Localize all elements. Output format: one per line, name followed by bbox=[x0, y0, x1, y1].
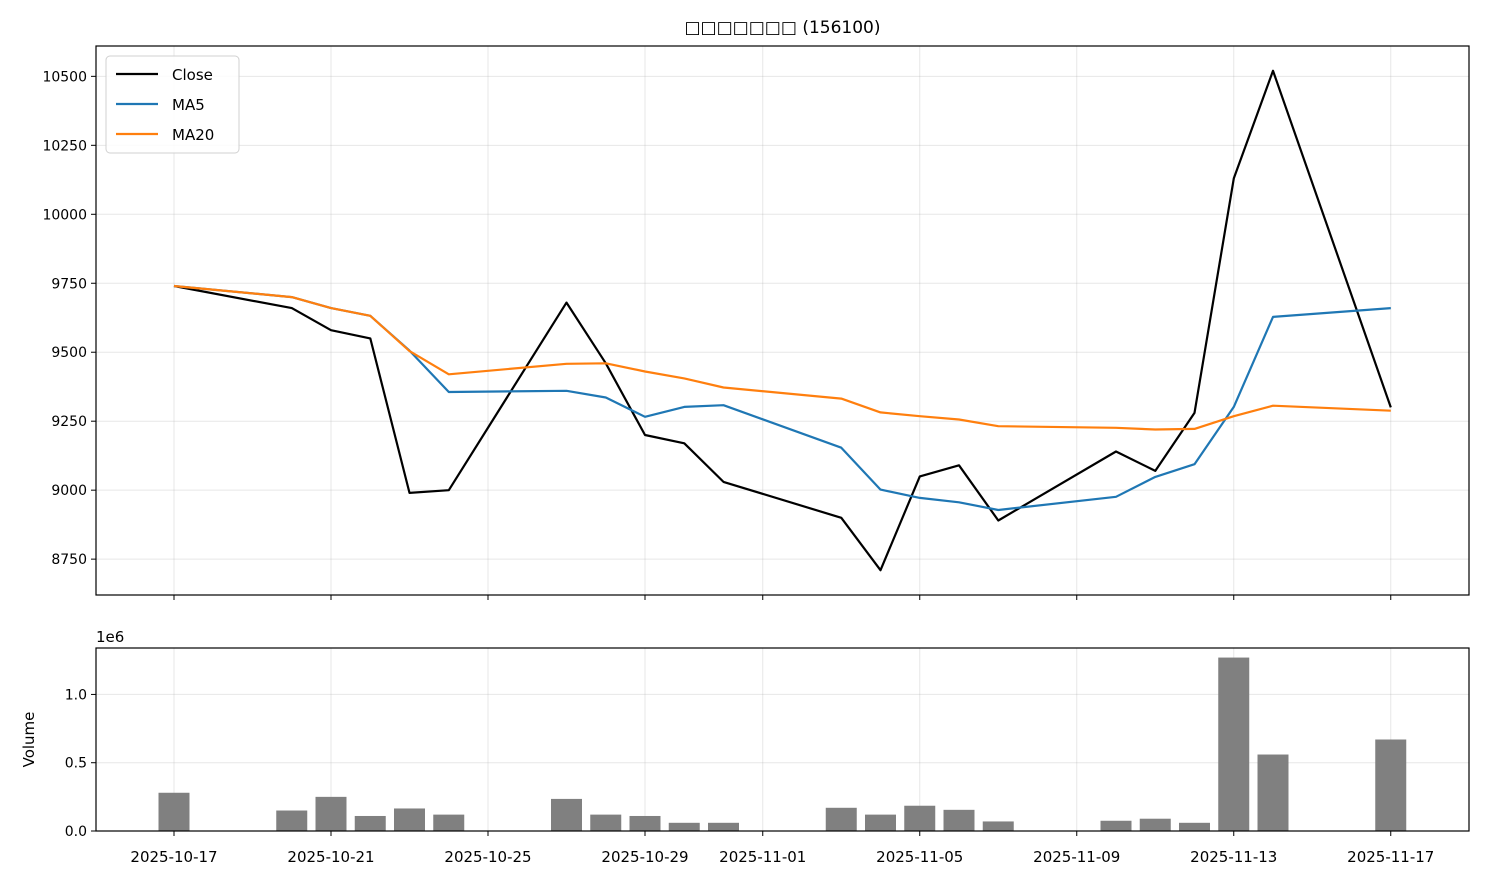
x-tick-label: 2025-11-13 bbox=[1190, 848, 1277, 866]
volume-bar bbox=[865, 814, 896, 831]
price-y-tick-label: 9750 bbox=[51, 276, 87, 292]
volume-bar bbox=[1218, 657, 1250, 831]
series-line-ma20 bbox=[173, 284, 1391, 431]
price-y-tick-label: 8750 bbox=[51, 552, 87, 568]
price-y-tick-label: 10250 bbox=[42, 138, 87, 154]
volume-bar bbox=[394, 808, 425, 831]
series-line-ma5 bbox=[173, 284, 1391, 512]
volume-bar bbox=[982, 821, 1014, 831]
x-tick-label: 2025-10-21 bbox=[287, 848, 374, 866]
x-tick-label: 2025-11-01 bbox=[719, 848, 806, 866]
volume-bar bbox=[668, 822, 700, 831]
x-tick-label: 2025-11-05 bbox=[876, 848, 963, 866]
series-line-close bbox=[173, 69, 1392, 572]
price-y-tick-label: 10500 bbox=[42, 69, 87, 85]
volume-bar bbox=[1257, 754, 1289, 831]
price-y-tick-label: 10000 bbox=[42, 207, 87, 223]
volume-y-tick-label: 0.5 bbox=[65, 756, 87, 772]
volume-bar bbox=[943, 809, 975, 831]
volume-bar bbox=[904, 805, 936, 831]
price-y-tick-label: 9000 bbox=[51, 483, 87, 499]
x-tick-label: 2025-11-17 bbox=[1347, 848, 1434, 866]
legend-box bbox=[105, 55, 240, 154]
volume-bar bbox=[551, 798, 582, 831]
price-y-tick-label: 9500 bbox=[51, 345, 87, 361]
volume-bar bbox=[354, 815, 386, 831]
volume-plot-frame bbox=[95, 647, 1470, 832]
x-tick-label: 2025-10-29 bbox=[601, 848, 688, 866]
chart-title: □□□□□□□ (156100) bbox=[685, 18, 881, 38]
x-tick-label: 2025-10-17 bbox=[130, 848, 217, 866]
volume-bar bbox=[1100, 820, 1132, 831]
volume-bar bbox=[158, 792, 190, 831]
volume-bar bbox=[629, 815, 661, 831]
volume-bar bbox=[590, 814, 622, 831]
legend-label-ma20: MA20 bbox=[172, 126, 214, 144]
x-tick-label: 2025-10-25 bbox=[444, 848, 531, 866]
volume-bar bbox=[1179, 822, 1210, 831]
volume-bar bbox=[825, 807, 857, 831]
volume-bar bbox=[315, 796, 347, 831]
volume-y-tick-label: 0.0 bbox=[65, 824, 87, 840]
price-y-tick-label: 9250 bbox=[51, 414, 87, 430]
volume-bar bbox=[1139, 818, 1171, 831]
legend-label-ma5: MA5 bbox=[172, 96, 205, 114]
price-plot-frame bbox=[95, 45, 1470, 596]
legend-label-close: Close bbox=[172, 66, 213, 84]
x-tick-label: 2025-11-09 bbox=[1033, 848, 1120, 866]
volume-bar bbox=[276, 810, 308, 831]
volume-scale-label: 1e6 bbox=[96, 628, 124, 646]
volume-bar bbox=[433, 814, 465, 831]
volume-axis-label: Volume bbox=[20, 712, 38, 768]
volume-bar bbox=[708, 822, 739, 831]
volume-bar bbox=[1375, 739, 1407, 831]
volume-y-tick-label: 1.0 bbox=[65, 687, 87, 703]
